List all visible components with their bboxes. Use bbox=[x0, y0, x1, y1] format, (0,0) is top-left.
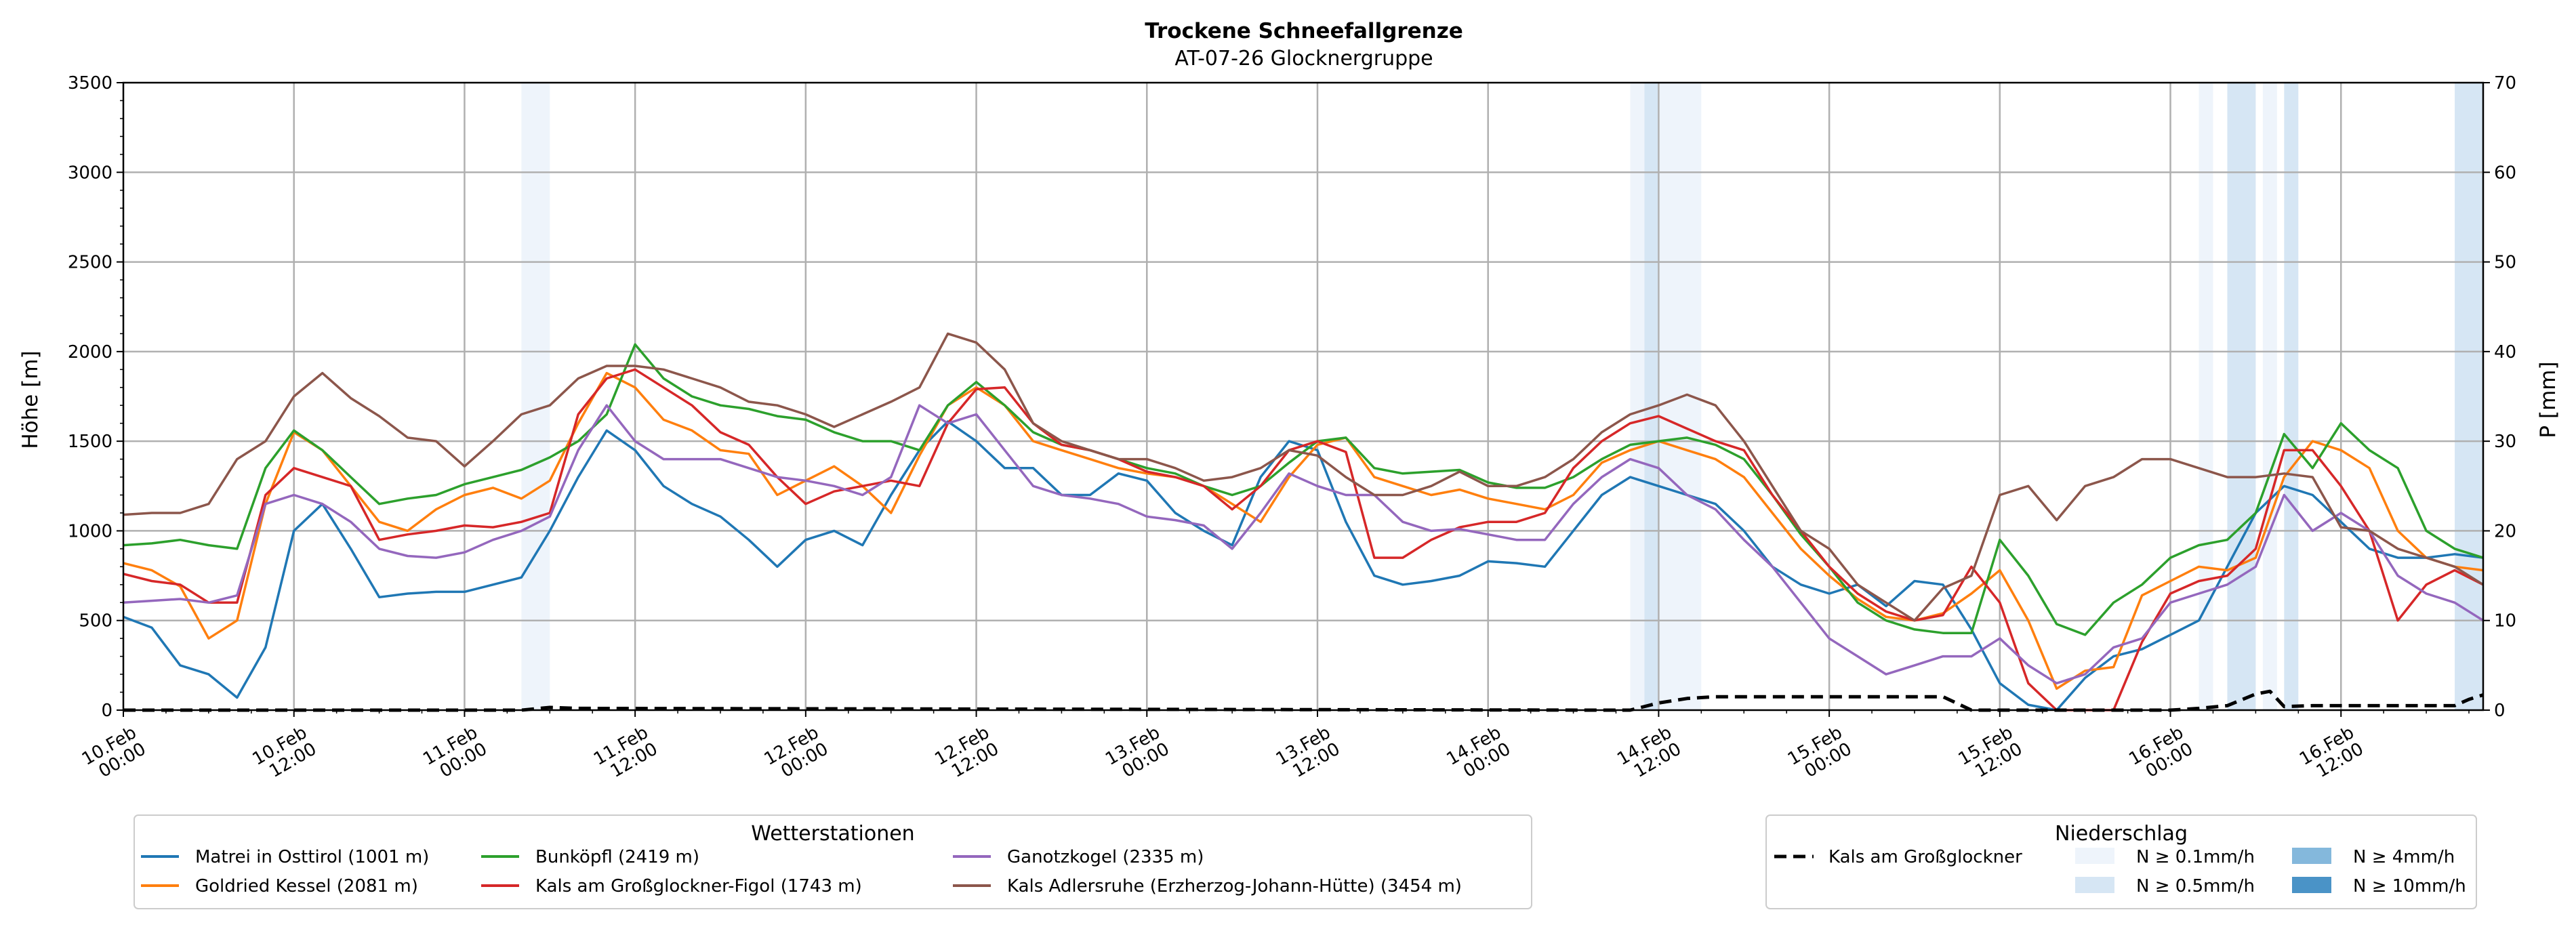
legend-precip-swatch-0 bbox=[2075, 848, 2114, 864]
grid-lines bbox=[123, 83, 2483, 710]
y-axis-label: Höhe [m] bbox=[18, 350, 43, 449]
y-axis-left: 0 500 1000 1500 2000 2500 3000 3500 bbox=[68, 73, 123, 721]
legend-label-4: Ganotzkogel (2335 m) bbox=[1007, 847, 1204, 867]
y2-tick-label-10: 10 bbox=[2494, 611, 2516, 632]
legend-precip-label-0: N ≥ 0.1mm/h bbox=[2136, 847, 2255, 867]
legend-stations: Wetterstationen Matrei in Osttirol (1001… bbox=[134, 814, 1532, 909]
series-line-5 bbox=[123, 332, 2484, 622]
legend-precip-label-3: N ≥ 10mm/h bbox=[2353, 876, 2466, 896]
precip-band-1 bbox=[1630, 83, 1645, 710]
series-line-4 bbox=[123, 404, 2484, 685]
y2-tick-label-20: 20 bbox=[2494, 521, 2516, 541]
legend-precip-swatch-1 bbox=[2075, 877, 2114, 893]
series-line-6 bbox=[123, 689, 2484, 712]
chart-subtitle: AT-07-26 Glocknergruppe bbox=[1174, 47, 1433, 70]
y2-tick-label-30: 30 bbox=[2494, 432, 2516, 452]
y-tick-label-3500: 3500 bbox=[68, 73, 113, 94]
precip-band-4 bbox=[2199, 83, 2213, 710]
series-lines bbox=[123, 332, 2484, 712]
legend-stations-title: Wetterstationen bbox=[751, 822, 914, 846]
legend-precip-label-1: N ≥ 0.5mm/h bbox=[2136, 876, 2255, 896]
y-tick-label-1500: 1500 bbox=[68, 432, 113, 452]
y-tick-label-1000: 1000 bbox=[68, 521, 113, 541]
legend-label-0: Matrei in Osttirol (1001 m) bbox=[195, 847, 429, 867]
y-tick-label-2500: 2500 bbox=[68, 253, 113, 273]
plot-frame bbox=[122, 81, 2485, 711]
y2-tick-label-0: 0 bbox=[2494, 701, 2506, 721]
legend-label-3: Kals am Großglockner-Figol (1743 m) bbox=[535, 876, 862, 896]
precip-band-2 bbox=[1644, 83, 1659, 710]
y-axis-right: 0 10 20 30 40 50 60 70 bbox=[2483, 73, 2516, 721]
legend-gauge-label: Kals am Großglockner bbox=[1828, 847, 2022, 867]
y-tick-label-0: 0 bbox=[101, 701, 113, 721]
precip-band-7 bbox=[2284, 83, 2299, 710]
legend-precip: Niederschlag Kals am Großglockner N ≥ 0.1… bbox=[1765, 814, 2477, 909]
series-line-3 bbox=[123, 368, 2484, 711]
precip-band-8 bbox=[2455, 83, 2483, 710]
y-tick-label-3000: 3000 bbox=[68, 163, 113, 183]
series-line-0 bbox=[123, 420, 2484, 711]
precip-band-6 bbox=[2262, 83, 2277, 710]
precip-band-5 bbox=[2227, 83, 2256, 710]
y2-tick-label-70: 70 bbox=[2494, 73, 2516, 94]
legend-precip-swatch-2 bbox=[2292, 848, 2331, 864]
legend-precip-swatch-3 bbox=[2292, 877, 2331, 893]
legend-precip-title: Niederschlag bbox=[2055, 822, 2188, 846]
y-tick-label-2000: 2000 bbox=[68, 342, 113, 363]
y-tick-label-500: 500 bbox=[79, 611, 113, 632]
y2-tick-label-50: 50 bbox=[2494, 253, 2516, 273]
legend-label-5: Kals Adlersruhe (Erzherzog-Johann-Hütte)… bbox=[1007, 876, 1462, 896]
precipitation-bands bbox=[521, 83, 2483, 710]
y2-axis-label: P [mm] bbox=[2536, 361, 2560, 438]
legend-label-2: Bunköpfl (2419 m) bbox=[535, 847, 699, 867]
precip-band-0 bbox=[521, 83, 550, 710]
legend-precip-label-2: N ≥ 4mm/h bbox=[2353, 847, 2455, 867]
legend-label-1: Goldried Kessel (2081 m) bbox=[195, 876, 418, 896]
chart-title: Trockene Schneefallgrenze bbox=[1145, 19, 1463, 43]
y2-tick-label-60: 60 bbox=[2494, 163, 2516, 183]
series-line-2 bbox=[123, 343, 2484, 636]
y2-tick-label-40: 40 bbox=[2494, 342, 2516, 363]
